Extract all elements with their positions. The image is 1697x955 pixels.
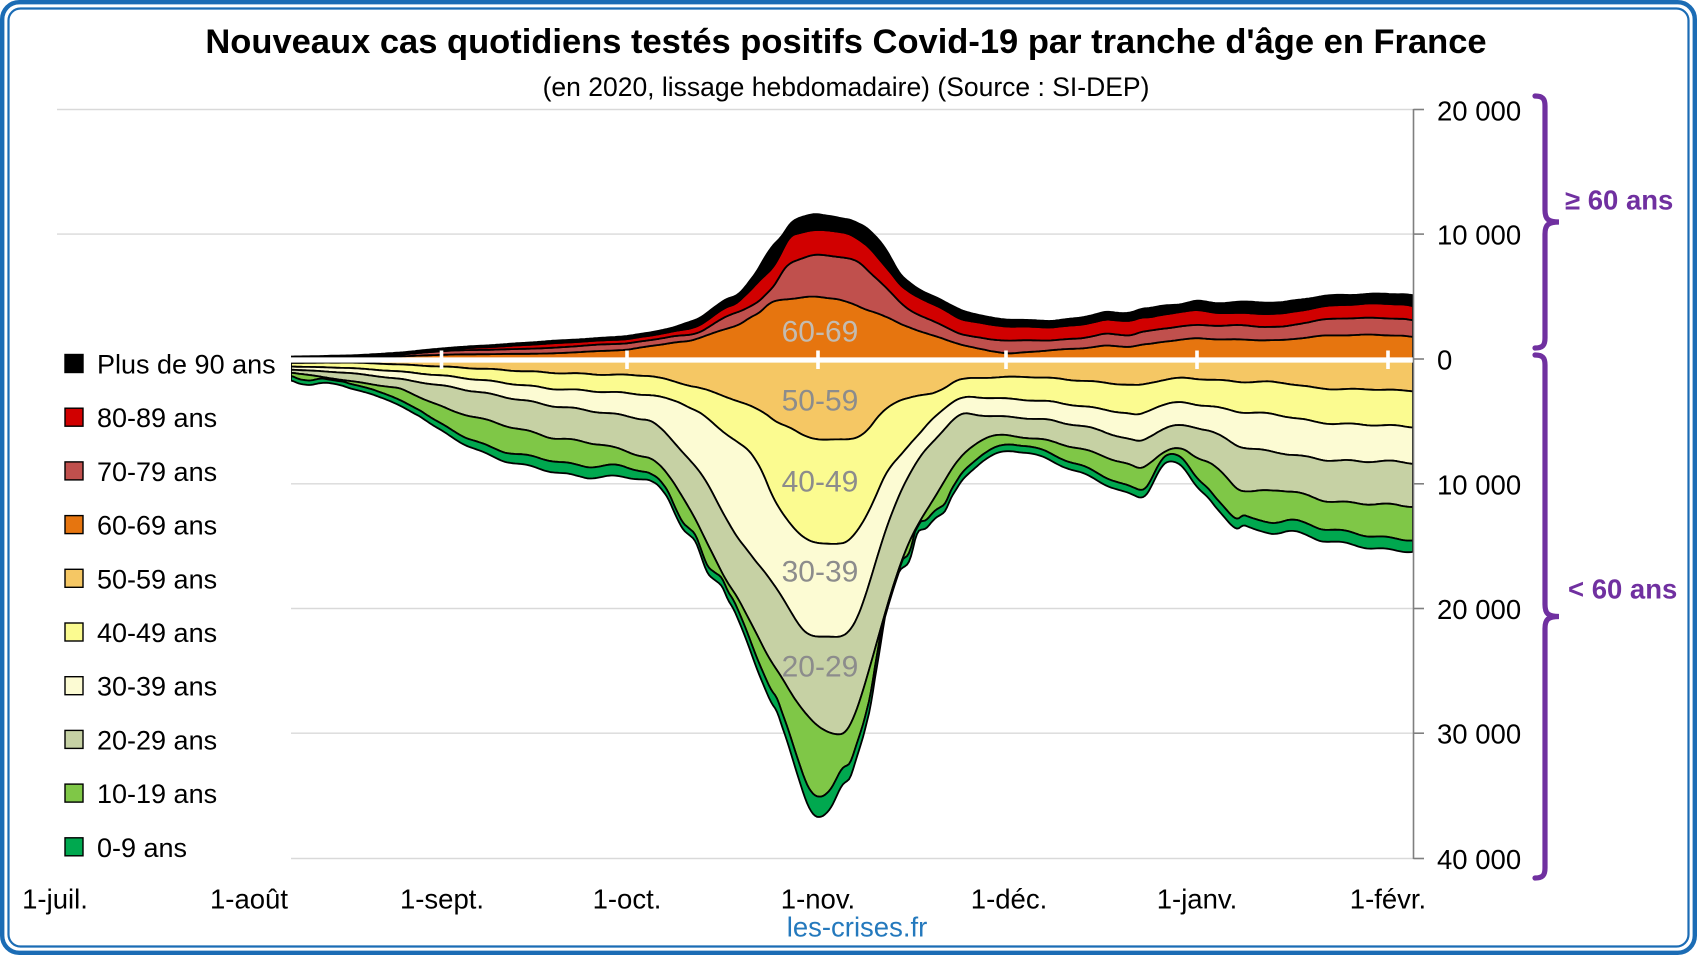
svg-text:1-juil.: 1-juil. (22, 884, 88, 915)
svg-text:80-89 ans: 80-89 ans (97, 403, 217, 433)
svg-text:70-79 ans: 70-79 ans (97, 457, 217, 487)
svg-text:< 60 ans: < 60 ans (1568, 574, 1677, 605)
svg-text:50-59: 50-59 (782, 385, 859, 418)
svg-text:1-janv.: 1-janv. (1157, 884, 1238, 915)
svg-text:10 000: 10 000 (1437, 220, 1521, 251)
svg-text:Plus de 90 ans: Plus de 90 ans (97, 350, 276, 380)
svg-text:1-nov.: 1-nov. (781, 884, 855, 915)
svg-text:1-déc.: 1-déc. (971, 884, 1047, 915)
svg-text:10 000: 10 000 (1437, 470, 1521, 501)
svg-text:20-29 ans: 20-29 ans (97, 725, 217, 755)
svg-text:(en 2020, lissage hebdomadaire: (en 2020, lissage hebdomadaire) (Source … (543, 72, 1150, 102)
svg-text:60-69: 60-69 (782, 316, 859, 349)
svg-text:20-29: 20-29 (782, 651, 859, 684)
svg-text:10-19 ans: 10-19 ans (97, 779, 217, 809)
svg-text:1-oct.: 1-oct. (593, 884, 662, 915)
svg-text:0: 0 (1437, 345, 1452, 376)
svg-text:20 000: 20 000 (1437, 594, 1521, 625)
svg-text:40-49 ans: 40-49 ans (97, 618, 217, 648)
svg-text:1-sept.: 1-sept. (400, 884, 484, 915)
svg-text:0-9 ans: 0-9 ans (97, 833, 187, 863)
svg-text:1-août: 1-août (210, 884, 288, 915)
svg-text:≥ 60 ans: ≥ 60 ans (1565, 185, 1673, 216)
svg-text:1-févr.: 1-févr. (1350, 884, 1426, 915)
svg-text:40-49: 40-49 (782, 466, 859, 499)
svg-text:40 000: 40 000 (1437, 844, 1521, 875)
svg-text:30-39: 30-39 (782, 556, 859, 589)
svg-text:les-crises.fr: les-crises.fr (787, 912, 928, 943)
svg-text:60-69 ans: 60-69 ans (97, 511, 217, 541)
svg-text:Nouveaux cas quotidiens testés: Nouveaux cas quotidiens testés positifs … (205, 23, 1486, 61)
svg-text:20 000: 20 000 (1437, 96, 1521, 127)
svg-text:30 000: 30 000 (1437, 719, 1521, 750)
svg-text:30-39 ans: 30-39 ans (97, 672, 217, 702)
svg-text:50-59 ans: 50-59 ans (97, 564, 217, 594)
